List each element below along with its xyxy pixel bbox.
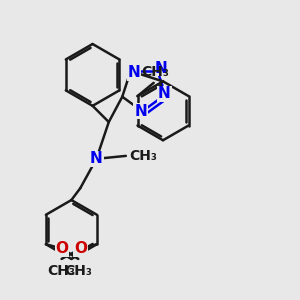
Text: O: O [56, 241, 69, 256]
Text: CH₃: CH₃ [141, 65, 169, 79]
Text: CH₃: CH₃ [129, 149, 157, 163]
Text: N: N [128, 65, 140, 80]
Text: O: O [74, 241, 87, 256]
Text: N: N [158, 86, 171, 101]
Text: CH₃: CH₃ [64, 264, 92, 278]
Text: N: N [155, 61, 167, 76]
Text: N: N [134, 103, 147, 118]
Text: CH₃: CH₃ [48, 264, 76, 278]
Text: N: N [90, 151, 103, 166]
